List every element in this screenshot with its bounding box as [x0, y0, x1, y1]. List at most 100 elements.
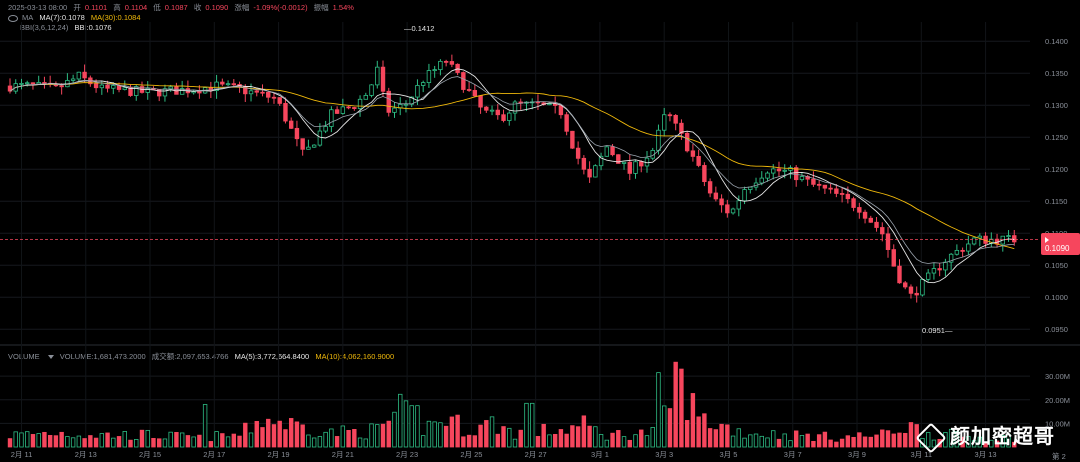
- volume-bar-up: [1006, 433, 1011, 448]
- volume-bar-down: [260, 427, 265, 448]
- candle-up: [145, 88, 150, 93]
- volume-bar-down: [673, 361, 678, 448]
- time-tick-label: 2月 17: [203, 450, 225, 459]
- volume-bar-up: [415, 405, 420, 448]
- high-value: 0.1104: [124, 3, 148, 12]
- volume-bar-up: [225, 436, 231, 448]
- time-tick-label: 3月 13: [975, 450, 997, 459]
- volume-bar-up: [644, 435, 650, 448]
- candle-down: [260, 91, 265, 94]
- price-tick-label: 0.1250: [1045, 133, 1068, 142]
- volume-bar-down: [220, 433, 225, 448]
- candle-down: [684, 132, 690, 152]
- candle-down: [93, 83, 99, 89]
- candle-up: [954, 249, 960, 255]
- volume-bar-down: [42, 431, 47, 448]
- high-annotation: —0.1412: [404, 24, 435, 33]
- volume-bar-down: [690, 393, 696, 448]
- volume-bar-down: [208, 441, 214, 448]
- candle-down: [277, 97, 282, 104]
- volume-bar-up: [122, 431, 127, 448]
- candle-down: [610, 146, 615, 156]
- candle-down: [885, 233, 891, 250]
- candle-up: [547, 103, 552, 106]
- candle-up: [426, 70, 432, 83]
- candle-up: [122, 87, 127, 90]
- volume-bar-up: [70, 437, 76, 448]
- open-value: 0.1101: [84, 3, 108, 12]
- volume-bar-up: [403, 400, 409, 448]
- candle-down: [839, 193, 845, 195]
- candle-down: [570, 130, 575, 149]
- volume-bar-up: [363, 438, 368, 448]
- candle-down: [346, 106, 351, 109]
- candle-down: [679, 122, 684, 134]
- volume-bar-down: [805, 433, 810, 448]
- candle-down: [575, 147, 581, 159]
- candle-down: [478, 95, 483, 108]
- volume-bar-up: [530, 402, 535, 448]
- volume-bar-up: [162, 438, 168, 448]
- volume-indicator-row[interactable]: VOLUME VOLUME:1,681,473.2000 成交额:2,097,6…: [8, 351, 398, 362]
- candle-up: [340, 106, 346, 114]
- volume-bar-down: [139, 429, 145, 448]
- candle-down: [616, 154, 621, 164]
- ma-indicator-row[interactable]: MA MA(7):0.1078 MA(30):0.1084: [8, 13, 145, 22]
- candle-up: [329, 109, 334, 127]
- time-tick-label: 2月 13: [75, 450, 97, 459]
- candle-up: [191, 91, 196, 94]
- volume-bar-down: [128, 439, 133, 448]
- volume-bar-up: [730, 435, 736, 448]
- volume-bar-down: [88, 435, 93, 448]
- vol-ma10-value: MA(10):4,062,160.9000: [315, 352, 395, 361]
- candle-up: [621, 161, 627, 164]
- time-tick-label: 2月 15: [139, 450, 161, 459]
- candle-down: [857, 207, 862, 213]
- eye-icon[interactable]: [8, 14, 18, 22]
- volume-bar-up: [989, 439, 994, 448]
- candle-down: [696, 156, 701, 166]
- price-tick-label: 0.1000: [1045, 293, 1068, 302]
- volume-bar-up: [977, 436, 983, 448]
- volume-bar-down: [7, 438, 13, 448]
- ma30-value: MA(30):0.1084: [90, 13, 141, 22]
- bbi-indicator-row[interactable]: BBI(3,6,12,24) BBI:0.1076: [20, 23, 116, 32]
- volume-bar-up: [323, 431, 328, 448]
- volume-bar-down: [564, 433, 569, 448]
- volume-bar-up: [76, 435, 82, 448]
- candle-down: [914, 292, 919, 296]
- volume-bar-up: [369, 423, 374, 448]
- amount-value: 成交额:2,097,653.4766: [151, 352, 229, 361]
- candle-up: [742, 189, 747, 202]
- candle-down: [880, 227, 885, 235]
- volume-bar-down: [903, 432, 908, 448]
- volume-bar-down: [386, 420, 391, 448]
- header-datetime: 2025-03-13 08:00: [8, 3, 68, 12]
- volume-bar-up: [931, 439, 937, 448]
- volume-bar-up: [920, 438, 925, 448]
- volume-bar-up: [656, 372, 661, 448]
- amplitude-label: 振幅: [313, 3, 329, 12]
- candle-up: [403, 103, 409, 106]
- volume-bar-up: [432, 421, 437, 448]
- volume-bar-up: [799, 434, 805, 448]
- volume-bar-down: [616, 430, 621, 448]
- candle-down: [300, 138, 305, 150]
- volume-bar-up: [765, 437, 770, 448]
- volume-bar-up: [593, 426, 598, 448]
- volume-bar-down: [197, 434, 202, 448]
- candle-up: [489, 109, 495, 112]
- volume-bar-up: [65, 436, 70, 448]
- volume-bar-up: [771, 430, 776, 448]
- volume-bar-up: [99, 433, 105, 448]
- candle-down: [30, 82, 36, 85]
- volume-bar-down: [885, 430, 891, 448]
- volume-bar-up: [604, 439, 610, 448]
- chevron-down-icon[interactable]: [47, 355, 54, 360]
- candle-down: [501, 114, 506, 121]
- volume-bar-down: [277, 420, 282, 448]
- candle-down: [834, 188, 839, 194]
- candle-up: [966, 243, 971, 252]
- candle-down: [874, 221, 879, 228]
